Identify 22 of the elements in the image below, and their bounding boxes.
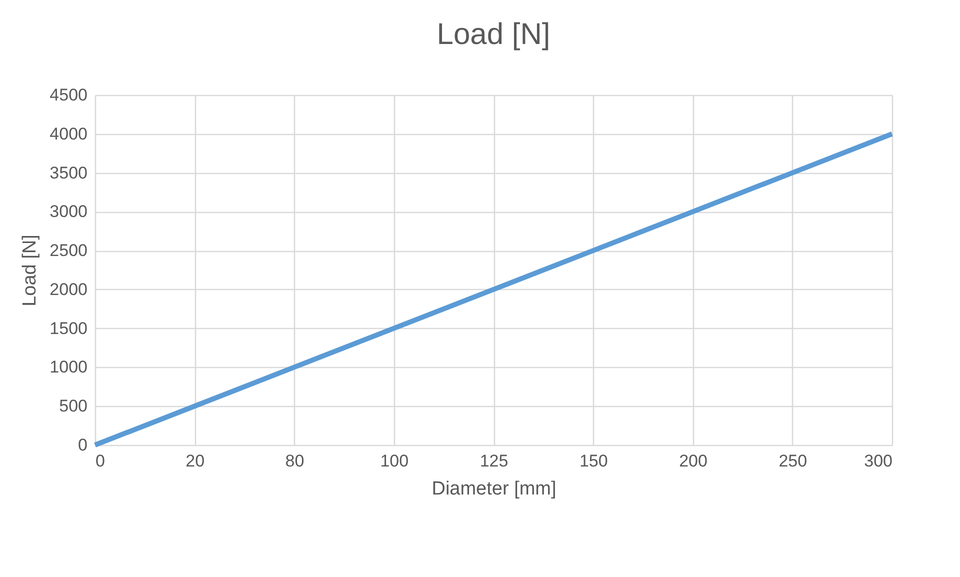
y-tick-label: 1500 [50, 318, 88, 338]
y-axis-title: Load [N] [20, 234, 41, 306]
x-tick-label: 125 [480, 452, 508, 470]
x-tick-label: 0 [96, 452, 105, 470]
y-tick-label: 4000 [50, 124, 88, 144]
y-tick-label: 3000 [50, 202, 88, 222]
x-tick-label: 300 [864, 452, 892, 470]
x-tick-label: 100 [380, 452, 409, 470]
x-axis-title: Diameter [mm] [432, 478, 556, 500]
y-tick-label: 2000 [50, 280, 88, 299]
x-tick-label: 200 [679, 452, 708, 470]
y-tick-label: 0 [78, 436, 88, 454]
x-tick-label: 250 [778, 452, 808, 470]
y-tick-label: 1000 [50, 358, 88, 377]
y-tick-label: 3500 [50, 163, 88, 182]
x-tick-label: 20 [186, 452, 205, 470]
y-tick-label: 500 [59, 396, 88, 416]
x-tick-label: 80 [285, 452, 304, 470]
y-tick-label: 2500 [50, 241, 88, 260]
chart-title: Load [N] [436, 18, 550, 51]
x-tick-label: 150 [579, 452, 608, 470]
y-tick-label: 4500 [50, 86, 88, 104]
